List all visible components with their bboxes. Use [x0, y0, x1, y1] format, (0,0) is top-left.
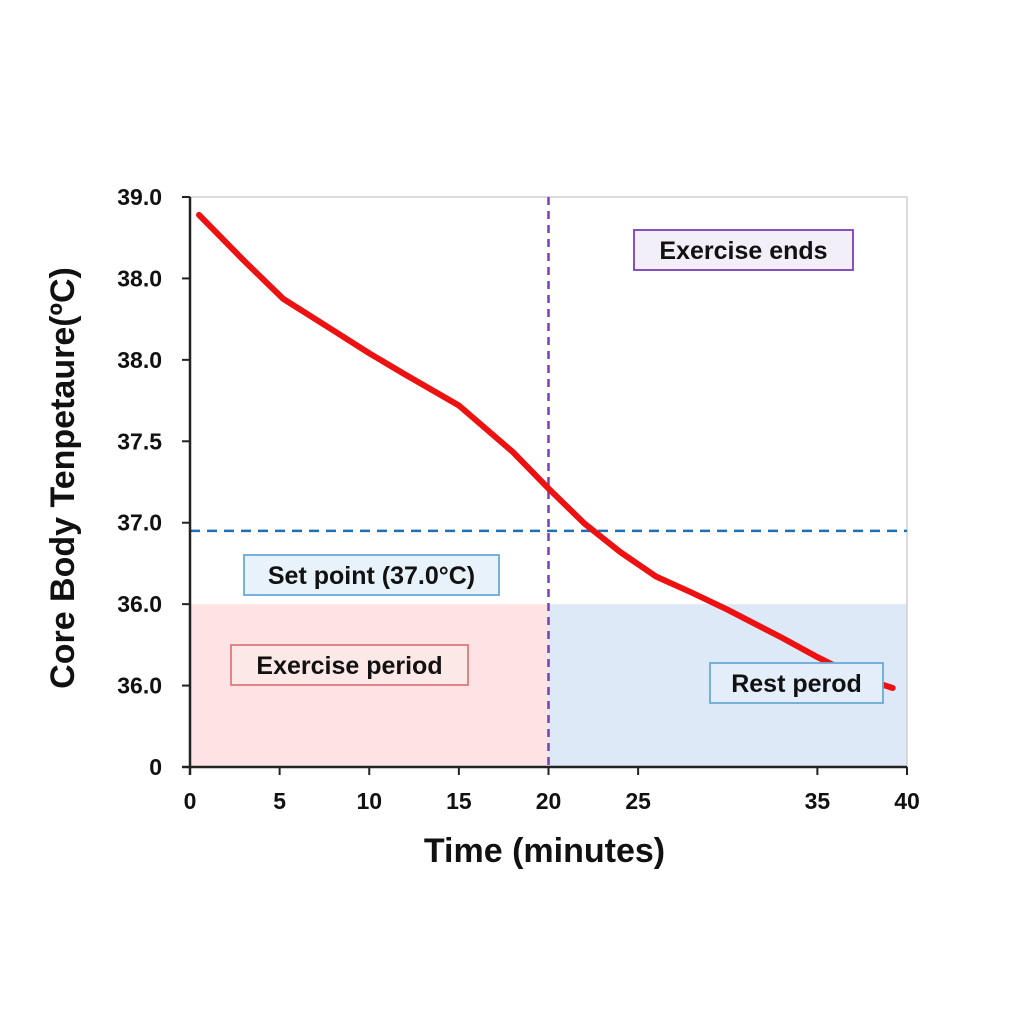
- y-tick-label: 37.5: [117, 428, 162, 454]
- x-tick-label: 25: [625, 788, 651, 814]
- y-tick-label: 37.0: [117, 510, 162, 536]
- x-tick-label: 40: [894, 788, 920, 814]
- x-tick-label: 5: [273, 788, 286, 814]
- annotation-box: [230, 644, 469, 686]
- x-axis-title: Time (minutes): [424, 832, 665, 870]
- y-tick-label: 38.0: [117, 265, 162, 291]
- annotation-0: Exercise ends: [633, 229, 854, 271]
- x-tick-label: 15: [446, 788, 472, 814]
- y-tick-label: 0: [149, 754, 162, 780]
- annotation-box: [243, 554, 500, 596]
- x-tick-label: 35: [805, 788, 831, 814]
- annotation-box: [633, 229, 854, 271]
- y-tick-label: 36.0: [117, 591, 162, 617]
- annotation-label: Exercise period: [256, 652, 442, 680]
- annotation-3: Rest perod: [709, 662, 884, 704]
- x-tick-label: 10: [356, 788, 382, 814]
- annotation-1: Set point (37.0°C): [243, 554, 500, 596]
- y-tick-label: 38.0: [117, 347, 162, 373]
- annotation-label: Set point (37.0°C): [268, 562, 475, 590]
- y-tick-label: 36.0: [117, 673, 162, 699]
- x-tick-label: 0: [184, 788, 197, 814]
- annotation-2: Exercise period: [230, 644, 469, 686]
- annotation-label: Exercise ends: [659, 237, 827, 265]
- annotation-box: [709, 662, 884, 704]
- series-line-0: [196, 211, 896, 691]
- y-tick-label: 39.0: [117, 184, 162, 210]
- annotation-label: Rest perod: [731, 670, 862, 698]
- x-tick-label: 20: [536, 788, 562, 814]
- y-axis-title: Core Body Tenpetaure(ºC): [44, 267, 82, 689]
